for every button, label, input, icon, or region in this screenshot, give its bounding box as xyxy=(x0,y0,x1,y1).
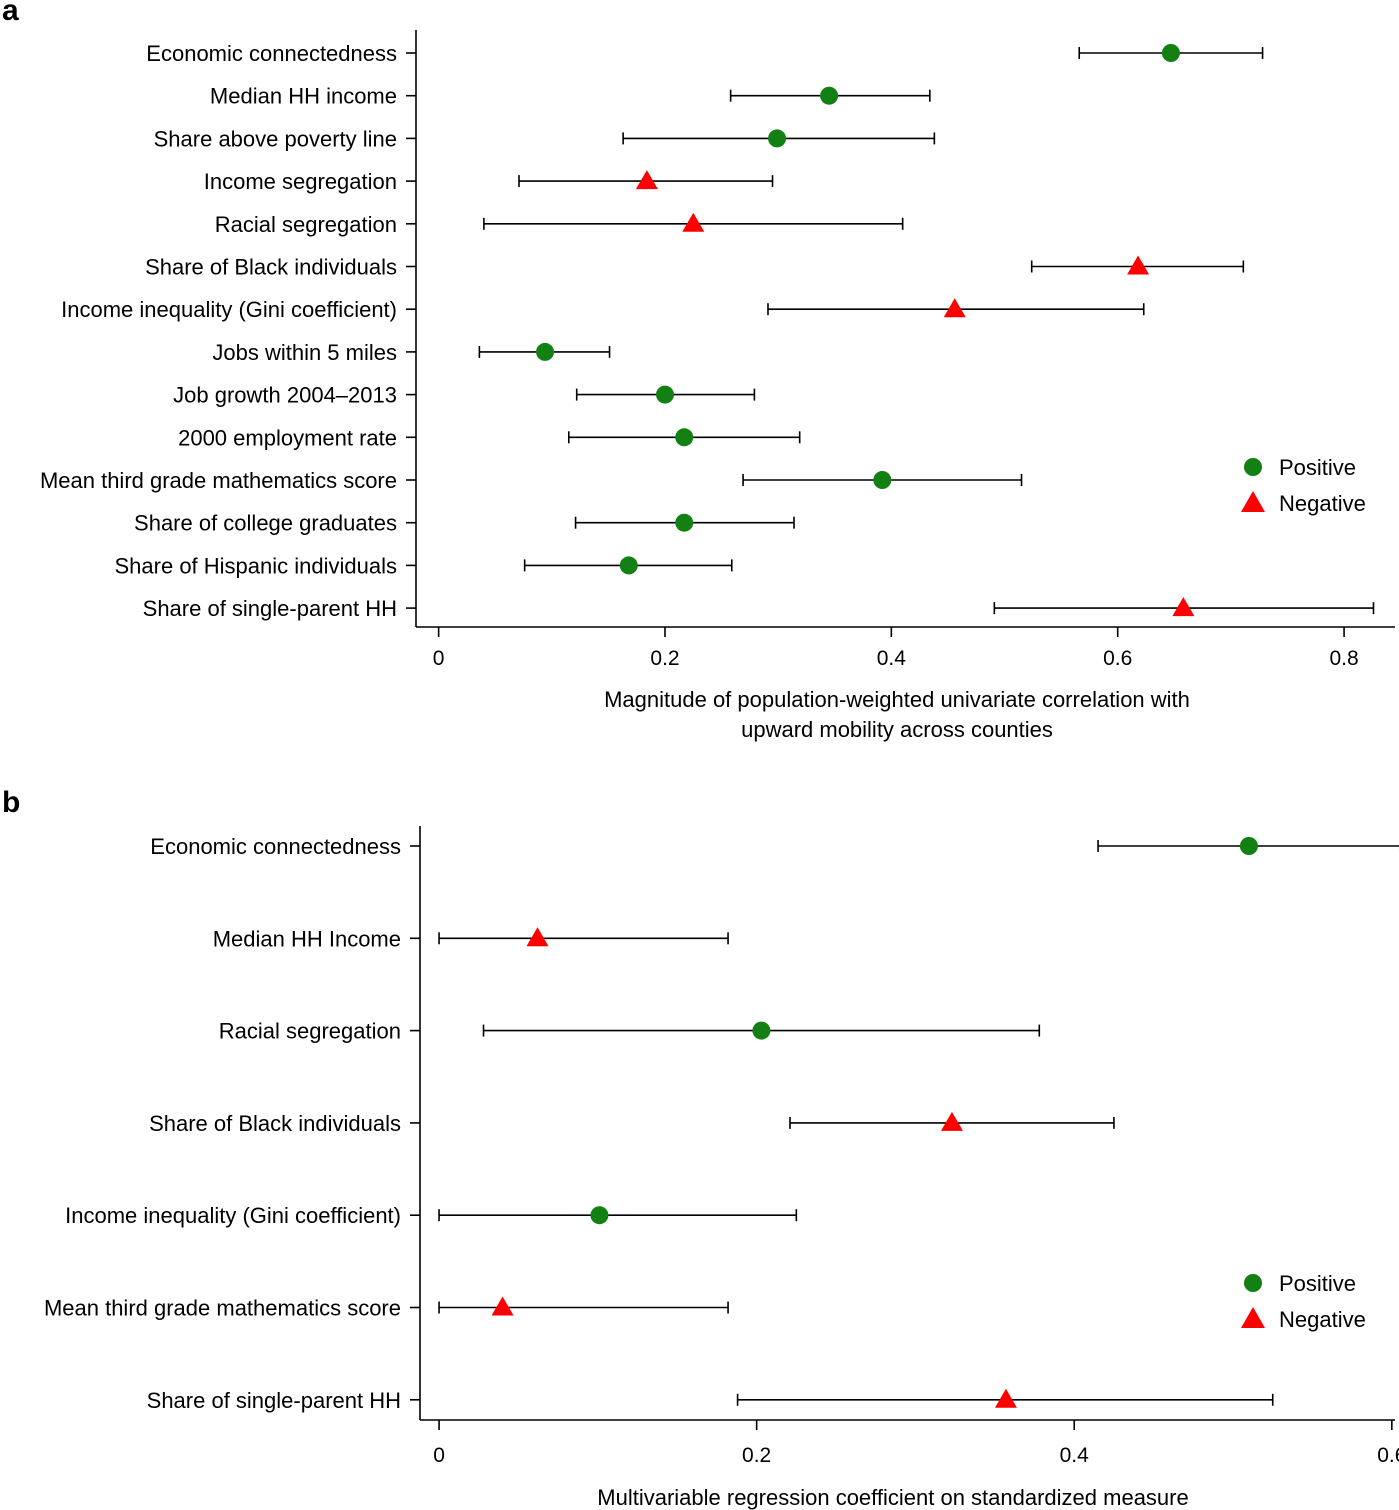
category-label: Share of single-parent HH xyxy=(143,596,397,621)
x-axis-title: Multivariable regression coefficient on … xyxy=(597,1485,1188,1510)
category-label: Share of Hispanic individuals xyxy=(115,553,398,578)
category-label: Economic connectedness xyxy=(146,41,397,66)
legend-marker-negative xyxy=(1241,1307,1265,1328)
point-marker-positive xyxy=(820,86,839,105)
legend-label-negative: Negative xyxy=(1279,491,1366,516)
category-label: 2000 employment rate xyxy=(178,425,397,450)
point-marker-positive xyxy=(655,385,674,404)
point-marker-positive xyxy=(590,1206,609,1225)
point-marker-negative xyxy=(943,298,966,318)
point-marker-positive xyxy=(873,471,892,489)
x-tick-label: 0.4 xyxy=(877,647,907,670)
category-label: Racial segregation xyxy=(219,1019,401,1044)
x-tick-label: 0.6 xyxy=(1377,1444,1399,1467)
x-tick-label: 0.4 xyxy=(1060,1444,1090,1467)
x-axis-title: Magnitude of population-weighted univari… xyxy=(604,687,1190,712)
point-marker-negative xyxy=(1172,597,1195,617)
legend-marker-positive xyxy=(1244,458,1262,476)
legend-label-positive: Positive xyxy=(1279,455,1356,480)
point-marker-positive xyxy=(675,513,694,532)
category-label: Income segregation xyxy=(204,169,397,194)
category-label: Mean third grade mathematics score xyxy=(40,468,397,493)
x-axis-title: upward mobility across counties xyxy=(741,717,1053,742)
point-marker-negative xyxy=(526,927,549,947)
category-label: Median HH Income xyxy=(213,926,401,951)
category-label: Racial segregation xyxy=(215,212,397,237)
point-marker-negative xyxy=(682,212,705,232)
category-label: Income inequality (Gini coefficient) xyxy=(65,1203,401,1228)
category-label: Income inequality (Gini coefficient) xyxy=(61,297,397,322)
legend-label-negative: Negative xyxy=(1279,1307,1366,1332)
point-marker-negative xyxy=(1127,255,1150,275)
category-label: Share of Black individuals xyxy=(149,1111,401,1136)
panel-b-chart: b 0 0.2 0.4 0.6 Multivariable regression coe… xyxy=(2,786,1399,1510)
panel-b-letter: b xyxy=(2,786,20,819)
point-marker-positive xyxy=(1239,837,1258,855)
point-marker-positive xyxy=(536,342,555,361)
point-marker-negative xyxy=(940,1111,963,1131)
category-label: Share of Black individuals xyxy=(145,255,397,280)
panel-a-letter: a xyxy=(2,0,19,27)
category-label: Mean third grade mathematics score xyxy=(44,1296,401,1321)
legend-marker-positive xyxy=(1244,1274,1262,1292)
legend-marker-negative xyxy=(1241,491,1265,512)
legend-label-positive: Positive xyxy=(1279,1271,1356,1296)
category-label: Median HH income xyxy=(210,84,397,109)
point-marker-positive xyxy=(619,556,638,575)
point-marker-negative xyxy=(635,170,658,190)
x-tick-label: 0.8 xyxy=(1329,647,1358,670)
point-marker-positive xyxy=(752,1021,771,1040)
point-marker-positive xyxy=(1161,44,1180,62)
category-label: Share of single-parent HH xyxy=(147,1388,401,1413)
point-marker-positive xyxy=(768,129,787,148)
x-tick-label: 0 xyxy=(433,647,445,670)
point-marker-negative xyxy=(994,1388,1017,1408)
category-label: Share of college graduates xyxy=(134,511,397,536)
point-marker-negative xyxy=(491,1296,514,1316)
category-label: Jobs within 5 miles xyxy=(212,340,397,365)
category-label: Economic connectedness xyxy=(150,834,401,859)
x-tick-label: 0.6 xyxy=(1103,647,1132,670)
x-tick-label: 0.2 xyxy=(742,1444,771,1467)
point-marker-positive xyxy=(675,428,694,447)
x-tick-label: 0 xyxy=(433,1444,445,1467)
category-label: Job growth 2004–2013 xyxy=(173,383,397,408)
category-label: Share above poverty line xyxy=(154,126,397,151)
x-tick-label: 0.2 xyxy=(650,647,679,670)
panel-a-chart: a 0 0.2 0.4 0.6 0.8 Magnitude of population-w… xyxy=(2,0,1395,742)
